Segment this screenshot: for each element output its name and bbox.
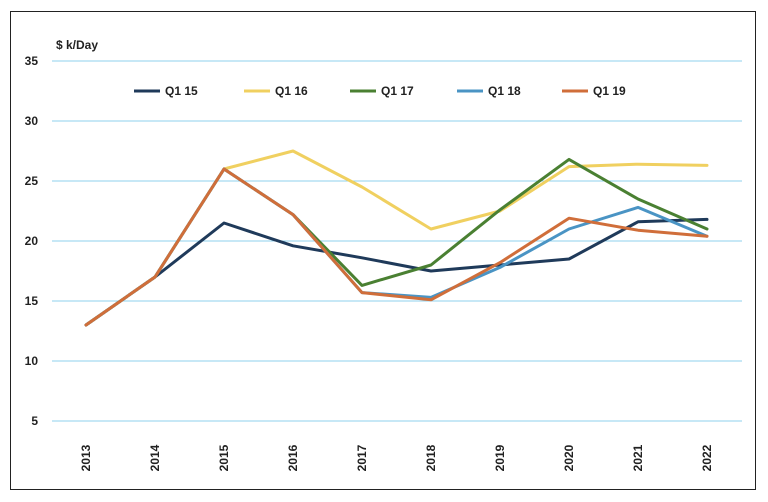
y-tick-label: 5 (31, 414, 38, 428)
legend-label: Q1 19 (593, 84, 626, 98)
y-tick-label: 25 (25, 174, 39, 188)
series-lines (84, 149, 709, 327)
y-tick-label: 10 (25, 354, 39, 368)
x-tick-label: 2020 (562, 444, 576, 471)
y-tick-label: 30 (25, 114, 39, 128)
legend-label: Q1 18 (488, 84, 521, 98)
y-axis-tick-labels: 5 10 15 20 25 30 35 (25, 54, 39, 428)
x-tick-label: 2013 (79, 444, 93, 471)
x-tick-label: 2019 (493, 444, 507, 471)
series-line-2 (84, 157, 709, 327)
y-tick-label: 20 (25, 234, 39, 248)
x-tick-label: 2015 (217, 444, 231, 471)
series-line-4 (84, 167, 709, 327)
legend-label: Q1 15 (165, 84, 198, 98)
x-tick-label: 2022 (700, 444, 714, 471)
gridlines (52, 60, 742, 422)
y-axis-unit-label: $ k/Day (56, 38, 98, 52)
legend-label: Q1 16 (275, 84, 308, 98)
series-line-3 (84, 167, 709, 327)
x-axis-tick-labels: 2013 2014 2015 2016 2017 2018 2019 2020 2021 2022 (79, 444, 714, 471)
x-tick-label: 2016 (286, 444, 300, 471)
y-tick-label: 15 (25, 294, 39, 308)
legend-label: Q1 17 (381, 84, 414, 98)
x-tick-label: 2014 (148, 444, 162, 471)
x-tick-label: 2021 (631, 444, 645, 471)
x-tick-label: 2018 (424, 444, 438, 471)
legend: Q1 15 Q1 16 Q1 17 Q1 18 Q1 19 (134, 84, 626, 98)
series-line-0 (84, 217, 709, 327)
x-tick-label: 2017 (355, 444, 369, 471)
y-tick-label: 35 (25, 54, 39, 68)
